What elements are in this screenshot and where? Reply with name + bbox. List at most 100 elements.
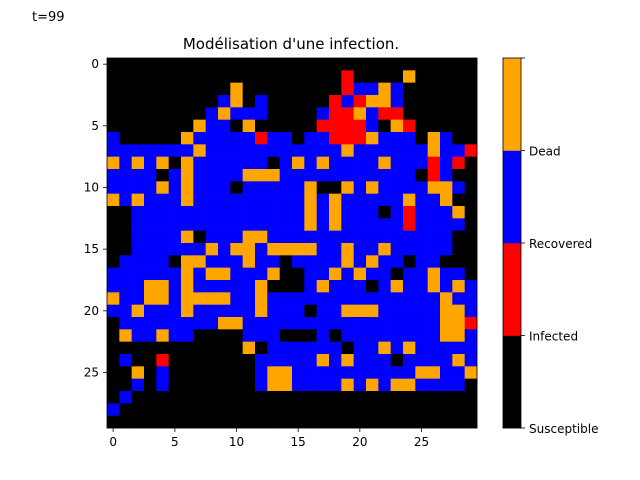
heatmap-cell: [255, 119, 268, 133]
heatmap-cell: [205, 144, 219, 157]
heatmap-cell: [304, 119, 317, 133]
heatmap-cell: [304, 132, 317, 145]
heatmap-cell: [341, 119, 354, 133]
heatmap-cell: [242, 58, 256, 71]
heatmap-cell: [403, 304, 416, 318]
heatmap-cell: [427, 391, 441, 404]
heatmap-cell: [440, 230, 453, 244]
heatmap-cell: [267, 82, 280, 96]
heatmap-cell: [181, 119, 194, 133]
heatmap-cell: [255, 218, 268, 231]
heatmap-cell: [390, 58, 404, 71]
heatmap-cell: [131, 70, 145, 83]
heatmap-cell: [168, 329, 182, 342]
heatmap-cell: [415, 354, 428, 367]
heatmap-cell: [353, 181, 367, 194]
heatmap-cell: [168, 230, 182, 244]
heatmap-cell: [144, 341, 157, 355]
heatmap-cell: [119, 58, 132, 71]
heatmap-cell: [242, 181, 256, 194]
heatmap-cell: [193, 304, 206, 318]
heatmap-cell: [181, 132, 194, 145]
heatmap-cell: [316, 95, 330, 108]
heatmap-cell: [242, 144, 256, 157]
heatmap-cell: [415, 317, 428, 330]
heatmap-cell: [427, 403, 441, 416]
heatmap-cell: [390, 280, 404, 293]
heatmap-cell: [316, 132, 330, 145]
heatmap-cell: [440, 317, 453, 330]
heatmap-cell: [464, 292, 478, 305]
heatmap-cell: [452, 181, 465, 194]
heatmap-cell: [168, 391, 182, 404]
heatmap-cell: [181, 156, 194, 170]
heatmap-cell: [440, 403, 453, 416]
heatmap-cell: [168, 378, 182, 392]
heatmap-cell: [218, 144, 231, 157]
heatmap-cell: [218, 230, 231, 244]
heatmap-cell: [316, 267, 330, 281]
heatmap-cell: [390, 329, 404, 342]
plot-frame: [106, 57, 478, 429]
heatmap-cell: [329, 193, 342, 207]
heatmap-cell: [144, 354, 157, 367]
heatmap-cell: [390, 292, 404, 305]
heatmap-cell: [329, 341, 342, 355]
heatmap-cell: [415, 267, 428, 281]
heatmap-cell: [390, 156, 404, 170]
heatmap-cell: [144, 119, 157, 133]
heatmap-cell: [366, 119, 379, 133]
heatmap-cell: [242, 378, 256, 392]
heatmap-cell: [144, 415, 157, 429]
heatmap-cell: [279, 169, 293, 182]
heatmap-cell: [304, 95, 317, 108]
heatmap-cell: [292, 280, 305, 293]
heatmap-cell: [218, 366, 231, 379]
heatmap-cell: [193, 181, 206, 194]
heatmap-cell: [255, 354, 268, 367]
heatmap-cell: [316, 341, 330, 355]
heatmap-cell: [366, 144, 379, 157]
heatmap-cell: [341, 193, 354, 207]
heatmap-cell: [181, 391, 194, 404]
heatmap-cell: [452, 119, 465, 133]
heatmap-cell: [353, 317, 367, 330]
heatmap-cell: [427, 255, 441, 268]
heatmap-cell: [403, 341, 416, 355]
heatmap-cell: [366, 206, 379, 219]
heatmap-cell: [378, 132, 391, 145]
heatmap-cell: [304, 82, 317, 96]
heatmap-cell: [144, 206, 157, 219]
heatmap-cell: [415, 255, 428, 268]
heatmap-cell: [168, 181, 182, 194]
heatmap-cell: [267, 95, 280, 108]
heatmap-cell: [267, 391, 280, 404]
heatmap-cell: [353, 70, 367, 83]
heatmap-cell: [156, 119, 169, 133]
heatmap-cell: [230, 366, 243, 379]
colorbar-label: Infected: [529, 330, 578, 344]
heatmap-cell: [292, 255, 305, 268]
heatmap-cell: [390, 341, 404, 355]
heatmap-cell: [390, 243, 404, 256]
heatmap-cell: [403, 132, 416, 145]
heatmap-cell: [341, 292, 354, 305]
heatmap-cell: [131, 243, 145, 256]
heatmap-cell: [378, 403, 391, 416]
heatmap-cell: [316, 378, 330, 392]
heatmap-cell: [452, 218, 465, 231]
heatmap-cell: [218, 181, 231, 194]
heatmap-cell: [403, 267, 416, 281]
heatmap-cell: [107, 329, 120, 342]
heatmap-cell: [390, 107, 404, 120]
heatmap-cell: [193, 378, 206, 392]
heatmap-cell: [316, 391, 330, 404]
heatmap-cell: [205, 378, 219, 392]
heatmap-cell: [144, 144, 157, 157]
heatmap-cell: [156, 230, 169, 244]
heatmap-cell: [156, 206, 169, 219]
heatmap-cell: [144, 70, 157, 83]
heatmap-cell: [230, 354, 243, 367]
heatmap-cell: [304, 267, 317, 281]
heatmap-cell: [378, 243, 391, 256]
